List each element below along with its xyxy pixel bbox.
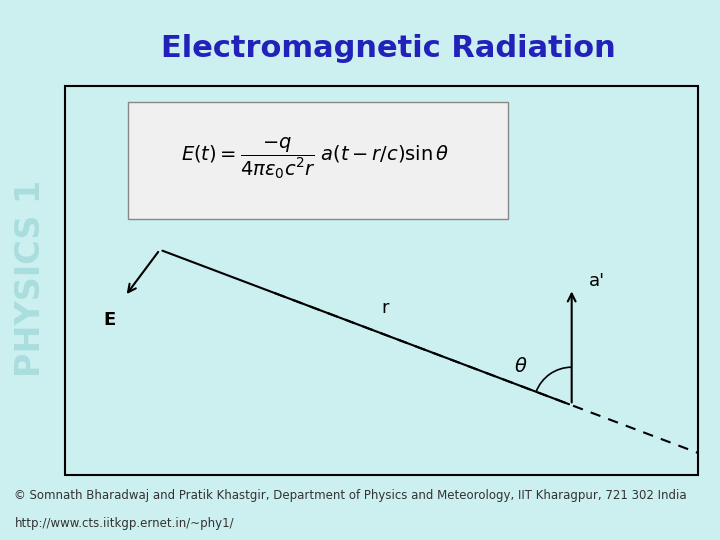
Text: r: r [381,299,389,317]
FancyBboxPatch shape [128,102,508,219]
Text: a': a' [589,272,605,290]
Text: PHYSICS 1: PHYSICS 1 [14,179,47,377]
Text: Electromagnetic Radiation: Electromagnetic Radiation [161,34,616,63]
Text: E: E [103,310,115,329]
Text: http://www.cts.iitkgp.ernet.in/~phy1/: http://www.cts.iitkgp.ernet.in/~phy1/ [14,517,234,530]
Text: $\theta$: $\theta$ [514,357,528,376]
Text: $E(t) = \dfrac{-q}{4\pi\epsilon_0 c^2 r}\; a(t - r/c)\sin\theta$: $E(t) = \dfrac{-q}{4\pi\epsilon_0 c^2 r}… [181,136,449,181]
Text: © Somnath Bharadwaj and Pratik Khastgir, Department of Physics and Meteorology, : © Somnath Bharadwaj and Pratik Khastgir,… [14,489,687,502]
